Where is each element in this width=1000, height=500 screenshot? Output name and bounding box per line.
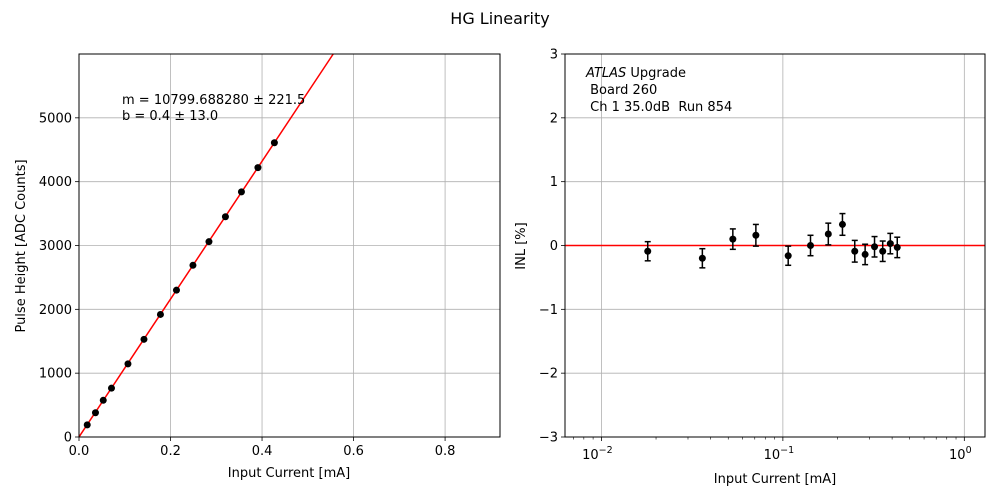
left-data-point	[189, 261, 197, 269]
fit-line	[78, 53, 334, 438]
left-ticks: 0.0 0.2 0.4 0.6 0.8 0 1000 2000 3000 4000 5000	[39, 111, 456, 459]
right-data-point	[644, 247, 652, 255]
left-y-tick-label: 5000	[39, 111, 72, 126]
left-data-point	[172, 286, 180, 294]
right-y-tick-label: 1	[550, 175, 558, 190]
left-data-point	[156, 310, 164, 318]
left-y-tick-label: 0	[64, 431, 72, 446]
right-data-point	[893, 243, 901, 251]
right-y-tick-label: 2	[550, 111, 558, 126]
left-x-tick-label: 0.0	[69, 444, 90, 459]
left-data-point	[221, 213, 229, 221]
fit-slope-text: m = 10799.688280 ± 221.5	[122, 93, 305, 108]
right-axes-frame	[564, 53, 986, 438]
left-data-point	[124, 360, 132, 368]
right-x-tick-label: 10−1	[764, 445, 795, 463]
left-data-point	[270, 139, 278, 147]
left-data-point	[254, 164, 262, 172]
left-data-point	[237, 188, 245, 196]
left-x-tick-label: 0.4	[252, 444, 273, 459]
left-y-tick-label: 4000	[39, 175, 72, 190]
right-y-tick-label: −3	[539, 431, 558, 446]
left-y-tick-label: 2000	[39, 303, 72, 318]
right-data-points	[644, 212, 901, 269]
left-y-axis-label: Pulse Height [ADC Counts]	[14, 159, 29, 332]
right-data-point	[879, 247, 887, 255]
right-y-tick-label: 0	[550, 239, 558, 254]
left-plot: 0.0 0.2 0.4 0.6 0.8 0 1000 2000 3000 4000 5000 m =…	[14, 53, 501, 481]
right-data-point	[698, 254, 706, 262]
right-data-point	[871, 243, 879, 251]
left-x-axis-label: Input Current [mA]	[228, 466, 350, 481]
right-data-point	[838, 220, 846, 228]
left-x-tick-label: 0.2	[160, 444, 181, 459]
left-data-point	[140, 335, 148, 343]
left-y-tick-label: 3000	[39, 239, 72, 254]
left-x-tick-label: 0.6	[343, 444, 364, 459]
left-data-points	[83, 139, 278, 429]
right-y-tick-label: 3	[550, 48, 558, 63]
right-x-axis-label: Input Current [mA]	[714, 472, 836, 487]
left-x-tick-label: 0.8	[435, 444, 456, 459]
left-data-point	[83, 421, 91, 429]
right-plot: 10−2 10−1 100 −3 −2 −1 0 1 2 3 ATLAS Upgrade Boar…	[514, 48, 986, 487]
right-data-point	[861, 250, 869, 258]
left-axes-frame	[78, 53, 501, 438]
right-data-point	[784, 252, 792, 260]
atlas-label: ATLAS Upgrade	[585, 66, 686, 81]
left-data-point	[205, 238, 213, 246]
board-label: Board 260	[586, 83, 657, 98]
right-y-tick-label: −1	[539, 303, 558, 318]
right-x-tick-label: 100	[949, 445, 972, 463]
right-data-point	[824, 230, 832, 238]
fit-intercept-text: b = 0.4 ± 13.0	[122, 109, 218, 124]
right-data-point	[752, 231, 760, 239]
right-x-tick-label: 10−2	[582, 445, 613, 463]
channel-run-label: Ch 1 35.0dB Run 854	[586, 100, 732, 115]
right-data-point	[851, 247, 859, 255]
right-y-axis-label: INL [%]	[514, 222, 529, 269]
right-data-point	[729, 235, 737, 243]
left-data-point	[91, 409, 99, 417]
right-data-point	[886, 240, 894, 248]
figure-title: HG Linearity	[450, 9, 549, 28]
left-data-point	[99, 396, 107, 404]
right-data-point	[807, 242, 815, 249]
left-y-tick-label: 1000	[39, 367, 72, 382]
right-y-tick-label: −2	[539, 367, 558, 382]
left-data-point	[107, 384, 115, 392]
